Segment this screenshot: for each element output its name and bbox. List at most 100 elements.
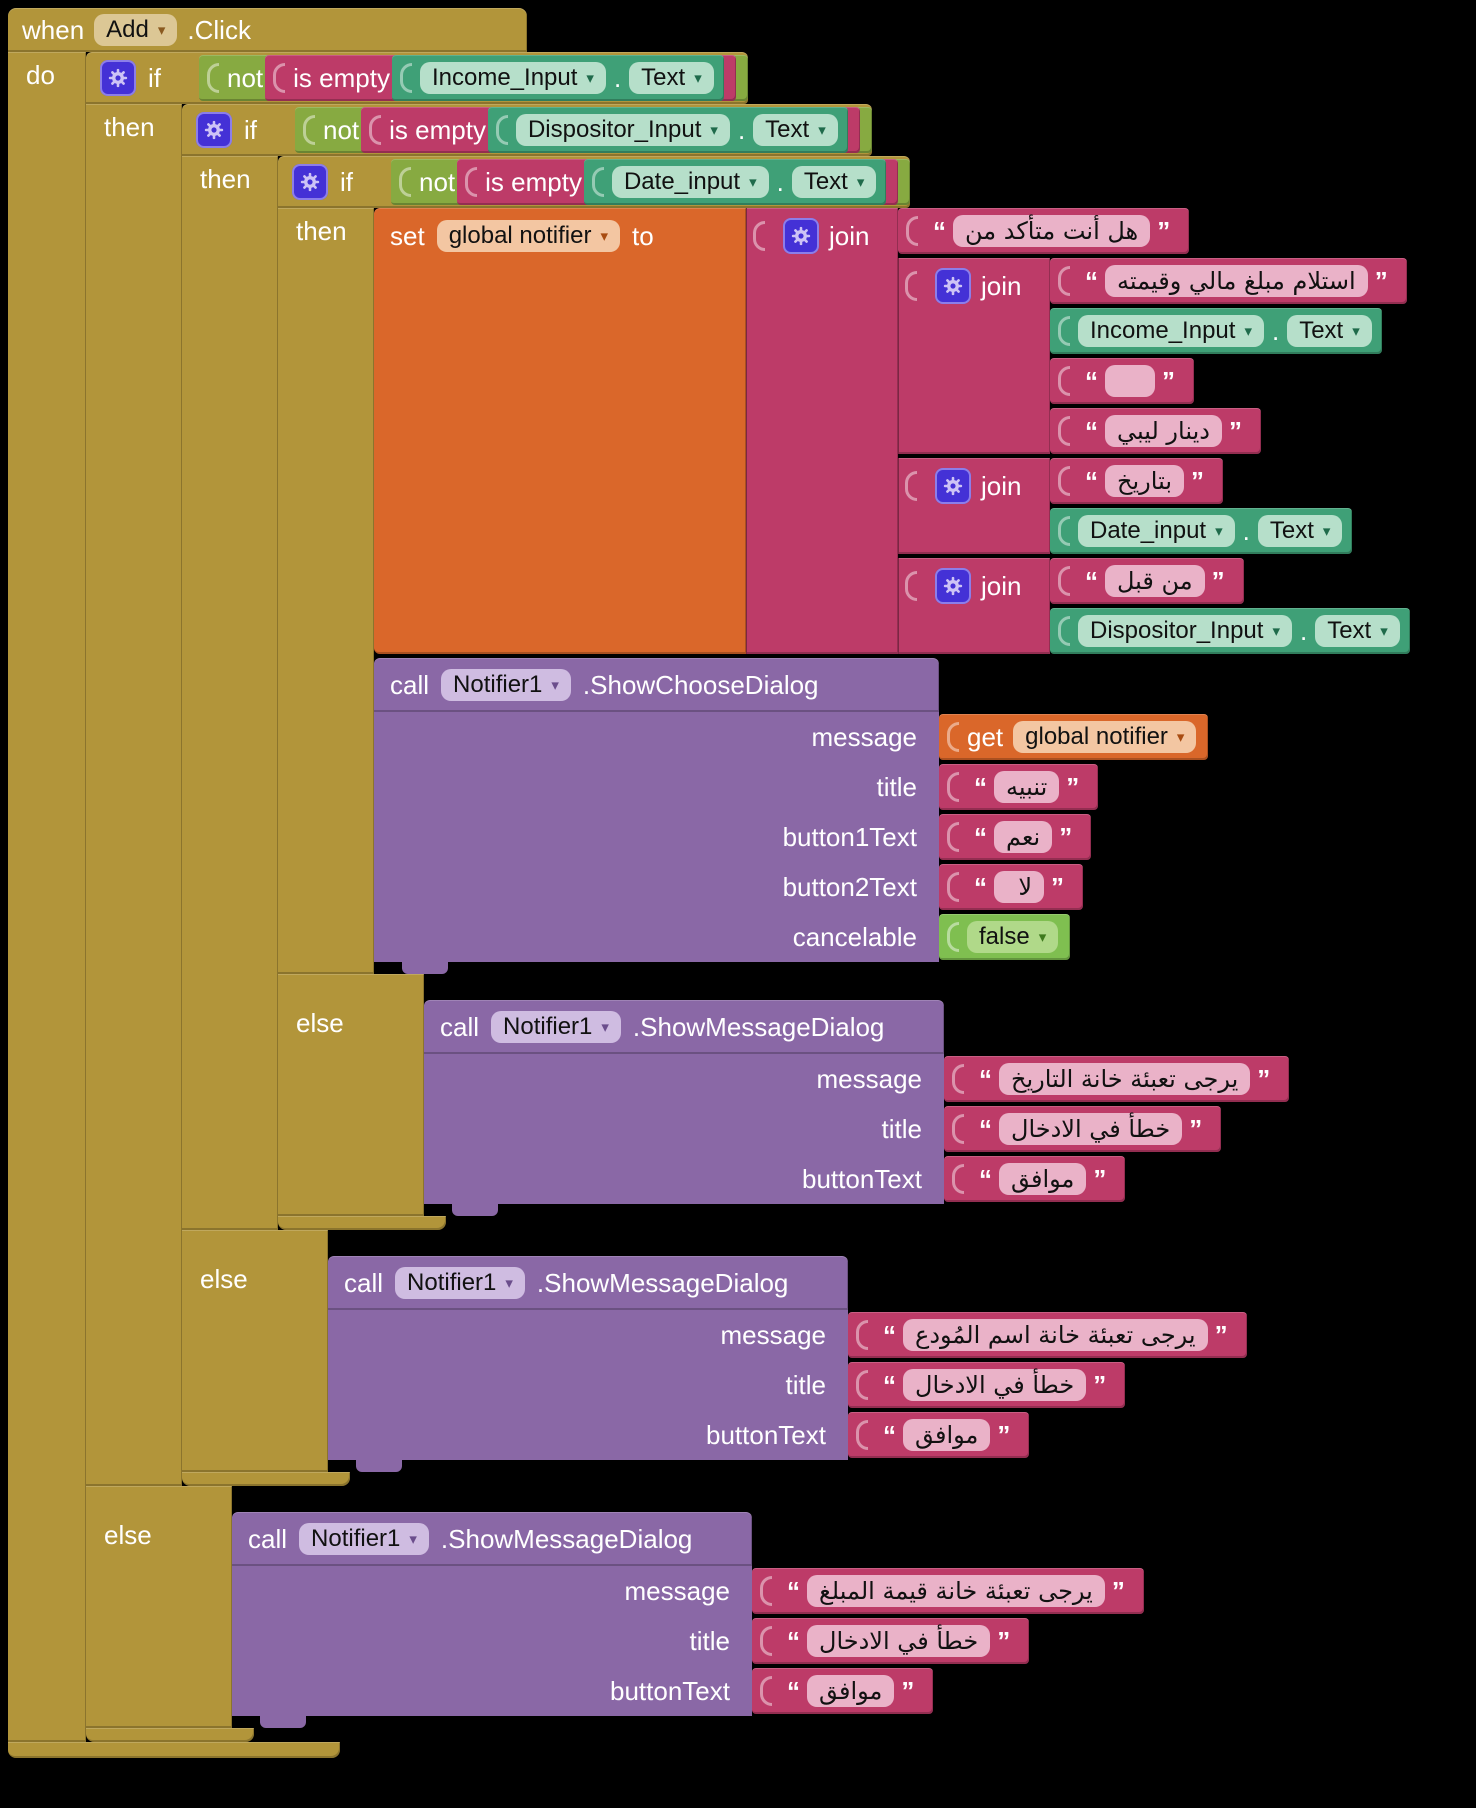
string-block-title[interactable]: “ خطأ في الادخال ” [944,1106,1222,1152]
getter-component-dropdown[interactable]: Dispositor_Input [1078,615,1292,647]
is-empty-block[interactable]: is empty Income_Input . Text [265,55,736,101]
logic-value-dropdown[interactable]: false [967,921,1059,953]
notifier-dropdown[interactable]: Notifier1 [441,669,571,701]
join-block-amount[interactable]: join [898,258,1407,454]
show-message-dialog-date-block[interactable]: call Notifier1 .ShowMessageDialog messag… [424,1000,1290,1216]
string-field[interactable]: بتاريخ [1105,465,1184,497]
set-global-notifier-block[interactable]: set global notifier to [374,208,1410,654]
getter-property-dropdown[interactable]: Text [753,114,838,146]
getter-component-dropdown[interactable]: Date_input [1078,515,1235,547]
string-field[interactable]: دينار ليبي [1105,415,1222,447]
string-block-currency[interactable]: “ دينار ليبي ” [1050,408,1261,454]
getter-component-dropdown[interactable]: Income_Input [1078,315,1264,347]
set-variable-panel[interactable]: set global notifier to [374,208,746,654]
join-label-panel[interactable]: join [898,458,1050,554]
string-field[interactable]: خطأ في الادخال [999,1113,1183,1145]
string-field[interactable]: خطأ في الادخال [807,1625,991,1657]
when-block-header[interactable]: when Add .Click [8,8,527,52]
if3-header[interactable]: if not is emp [278,156,911,208]
string-block-message[interactable]: “ يرجى تعبئة خانة اسم المُودع ” [848,1312,1247,1358]
logic-false-block[interactable]: false [939,914,1071,960]
string-block-button[interactable]: “ موافق ” [752,1668,934,1714]
string-field[interactable]: هل أنت متأكد من [953,215,1151,247]
mutator-gear-icon[interactable] [292,164,328,200]
join-block-by[interactable]: join [898,558,1410,654]
event-component-dropdown[interactable]: Add [94,14,178,46]
call-header[interactable]: call Notifier1 .ShowMessageDialog [232,1512,752,1566]
getter-component-dropdown[interactable]: Date_input [611,166,769,198]
date-input-text-getter[interactable]: Date_input . Text [583,159,887,205]
string-field[interactable]: خطأ في الادخال [903,1369,1087,1401]
string-block-yes[interactable]: “ نعم ” [939,814,1092,860]
when-add-click-block[interactable]: when Add .Click do if not [8,8,1476,1758]
mutator-gear-icon[interactable] [935,568,971,604]
string-field[interactable]: يرجى تعبئة خانة قيمة المبلغ [807,1575,1105,1607]
notifier-dropdown[interactable]: Notifier1 [299,1523,429,1555]
income-input-text-getter[interactable]: Income_Input . Text [1050,308,1382,354]
string-field[interactable]: موافق [807,1675,895,1707]
if1-header[interactable]: if not is empty Income_Input [86,52,748,104]
string-block-button[interactable]: “ موافق ” [848,1412,1030,1458]
variable-dropdown[interactable]: global notifier [1013,721,1197,753]
is-empty-block[interactable]: is empty Dispositor_Input . Text [361,107,860,153]
mutator-gear-icon[interactable] [935,268,971,304]
getter-component-dropdown[interactable]: Income_Input [419,62,606,94]
variable-dropdown[interactable]: global notifier [436,220,620,252]
not-block[interactable]: not is empty Date_input [391,159,911,205]
string-field[interactable]: نعم [994,821,1053,853]
string-field[interactable]: يرجى تعبئة خانة اسم المُودع [903,1319,1208,1351]
get-global-notifier-block[interactable]: get global notifier [939,714,1209,760]
join-label-panel[interactable]: join [746,208,898,654]
if-block-income[interactable]: if not is empty Income_Input [86,52,1410,1742]
income-input-text-getter[interactable]: Income_Input . Text [391,55,724,101]
getter-property-dropdown[interactable]: Text [1257,515,1343,547]
string-block-no[interactable]: “ لا ” [939,864,1083,910]
string-field[interactable]: تنبيه [994,771,1060,803]
string-field[interactable]: يرجى تعبئة خانة التاريخ [999,1063,1251,1095]
string-block-confirm[interactable]: “ هل أنت متأكد من ” [898,208,1190,254]
call-header[interactable]: call Notifier1 .ShowMessageDialog [328,1256,848,1310]
getter-property-dropdown[interactable]: Text [1287,315,1372,347]
if-block-dispositor[interactable]: if not is empty [182,104,1410,1486]
string-field[interactable]: موافق [999,1163,1087,1195]
notifier-dropdown[interactable]: Notifier1 [395,1267,525,1299]
string-block-title[interactable]: “ تنبيه ” [939,764,1099,810]
string-field[interactable]: من قبل [1105,565,1205,597]
string-block-button[interactable]: “ موافق ” [944,1156,1126,1202]
string-block-by[interactable]: “ من قبل ” [1050,558,1244,604]
getter-component-dropdown[interactable]: Dispositor_Input [515,114,730,146]
if2-header[interactable]: if not is empty [182,104,872,156]
show-message-dialog-depositor-block[interactable]: call Notifier1 .ShowMessageDialog messag… [328,1256,1247,1472]
dispositor-input-text-getter[interactable]: Dispositor_Input . Text [1050,608,1410,654]
notifier-dropdown[interactable]: Notifier1 [491,1011,621,1043]
mutator-gear-icon[interactable] [196,112,232,148]
getter-property-dropdown[interactable]: Text [791,166,877,198]
string-block-message[interactable]: “ يرجى تعبئة خانة التاريخ ” [944,1056,1290,1102]
not-block[interactable]: not is empty Income_Input . Text [199,55,748,101]
date-input-text-getter[interactable]: Date_input . Text [1050,508,1353,554]
join-label-panel[interactable]: join [898,558,1050,654]
dispositor-input-text-getter[interactable]: Dispositor_Input . Text [487,107,848,153]
mutator-gear-icon[interactable] [100,60,136,96]
show-choose-dialog-block[interactable]: call Notifier1 .ShowChooseDialog message [374,658,1209,974]
string-field[interactable] [1105,365,1155,397]
join-block-outer[interactable]: join [746,208,1410,654]
getter-property-dropdown[interactable]: Text [629,62,714,94]
call-header[interactable]: call Notifier1 .ShowChooseDialog [374,658,939,712]
string-field[interactable]: لا [994,871,1044,903]
string-block-on-date[interactable]: “ بتاريخ ” [1050,458,1223,504]
show-message-dialog-amount-block[interactable]: call Notifier1 .ShowMessageDialog messag… [232,1512,1144,1728]
string-block-receive-amount[interactable]: “ استلام مبلغ مالي وقيمته ” [1050,258,1407,304]
mutator-gear-icon[interactable] [783,218,819,254]
join-block-date[interactable]: join [898,458,1353,554]
getter-property-dropdown[interactable]: Text [1315,615,1400,647]
string-field[interactable]: استلام مبلغ مالي وقيمته [1105,265,1368,297]
string-block-space[interactable]: “ ” [1050,358,1194,404]
string-block-title[interactable]: “ خطأ في الادخال ” [848,1362,1126,1408]
mutator-gear-icon[interactable] [935,468,971,504]
call-header[interactable]: call Notifier1 .ShowMessageDialog [424,1000,944,1054]
string-block-title[interactable]: “ خطأ في الادخال ” [752,1618,1030,1664]
not-block[interactable]: not is empty Dispositor_Input . [295,107,872,153]
join-label-panel[interactable]: join [898,258,1050,454]
string-block-message[interactable]: “ يرجى تعبئة خانة قيمة المبلغ ” [752,1568,1144,1614]
